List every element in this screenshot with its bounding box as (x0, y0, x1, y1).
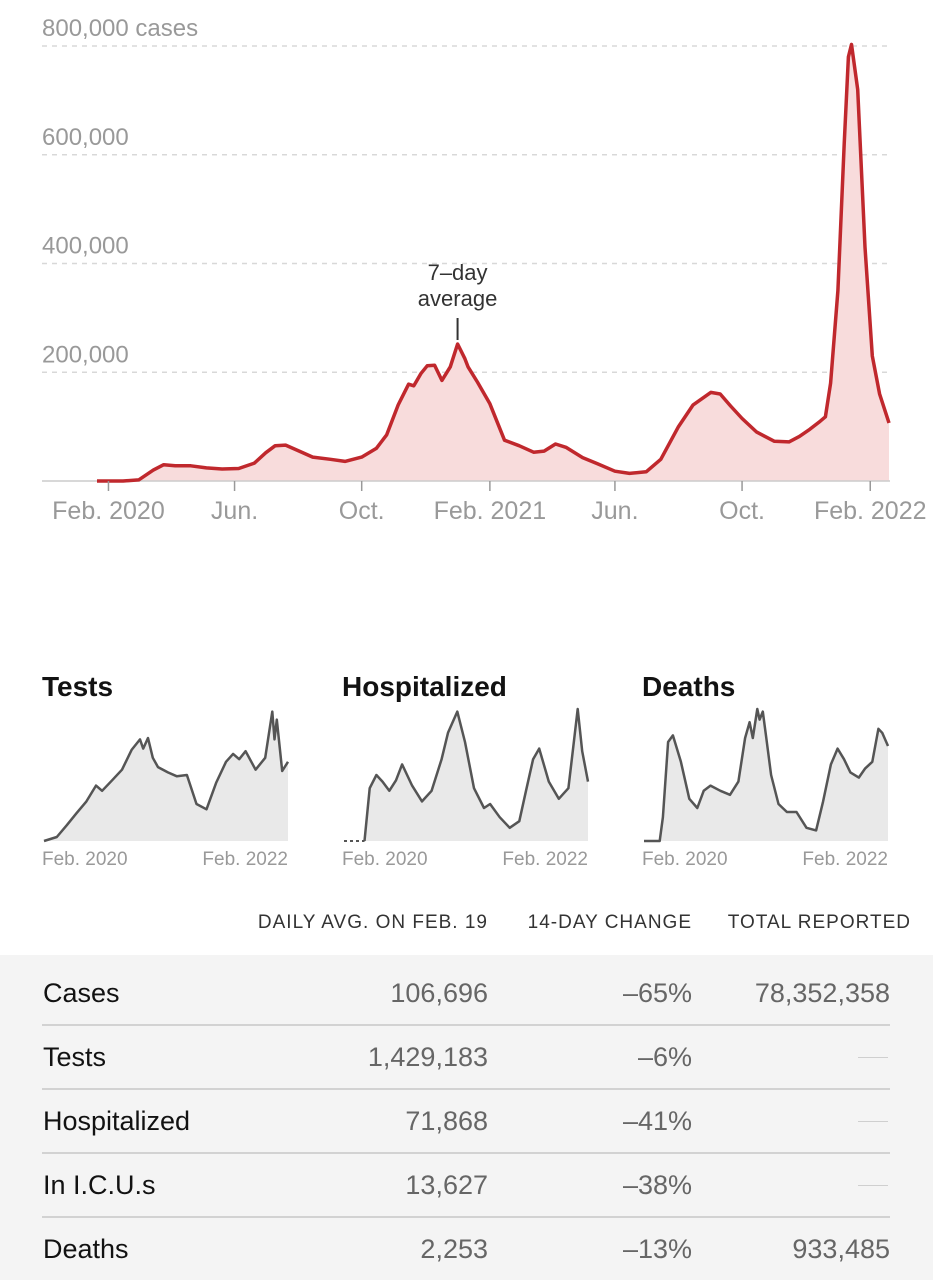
change-value: –38% (622, 1170, 692, 1200)
x-tick-label: Feb. 2020 (642, 849, 728, 870)
table-row-icu: In I.C.U.s 13,627 –38% (42, 1152, 890, 1218)
tests-title: Tests (42, 671, 114, 702)
stats-table: Cases 106,696 –65% 78,352,358 Tests 1,42… (0, 955, 933, 1280)
sparkline-line (363, 707, 590, 842)
x-tick-label: Feb. 2022 (802, 849, 888, 870)
deaths-title: Deaths (642, 671, 736, 702)
total-value: 78,352,358 (754, 978, 890, 1008)
empty-total-dash (858, 1185, 888, 1186)
change-value: –65% (622, 978, 692, 1008)
table-row-hospitalized: Hospitalized 71,868 –41% (42, 1088, 890, 1154)
cases-chart: 800,000 cases 600,000 400,000 200,000 Feb. 2… (42, 15, 927, 525)
deaths-sparkline: Feb. 2020 Feb. 2022 (642, 707, 890, 870)
x-tick-label: Feb. 2020 (342, 849, 428, 870)
row-label: Deaths (43, 1234, 129, 1264)
x-tick-label: Feb. 2022 (814, 497, 927, 525)
x-tick-label: Jun. (591, 497, 638, 525)
column-header-total-reported: TOTAL REPORTED (727, 912, 911, 933)
sparkline-area (644, 709, 888, 841)
daily-avg-value: 13,627 (405, 1170, 488, 1200)
x-tick-label: Oct. (719, 497, 765, 525)
x-tick-label: Feb. 2020 (42, 849, 128, 870)
deaths-mini-chart: Feb. 2020 Feb. 2022 Deaths (642, 665, 902, 875)
daily-avg-value: 71,868 (405, 1106, 488, 1136)
sparkline-area (364, 709, 588, 841)
sparkline-line (43, 710, 290, 843)
hospitalized-mini-chart: Feb. 2020 Feb. 2022 Hospitalized (342, 665, 602, 875)
daily-avg-value: 1,429,183 (367, 1042, 488, 1072)
y-tick-label: 800,000 cases (42, 15, 198, 42)
total-value: 933,485 (792, 1234, 890, 1264)
row-label: Tests (43, 1042, 107, 1072)
hospitalized-title: Hospitalized (342, 671, 507, 702)
row-label: Hospitalized (43, 1106, 191, 1136)
x-tick-label: Feb. 2022 (502, 849, 588, 870)
sparkline-line (644, 707, 890, 843)
column-header-daily-avg: DAILY AVG. ON FEB. 19 (257, 912, 488, 933)
annotation-text: 7–day (428, 260, 488, 285)
x-tick-label: Feb. 2021 (434, 497, 547, 525)
sparkline-area (44, 711, 288, 841)
empty-total-dash (858, 1057, 888, 1058)
x-tick-label: Feb. 2022 (202, 849, 288, 870)
tests-sparkline: Feb. 2020 Feb. 2022 (42, 710, 290, 870)
row-label: Cases (43, 978, 120, 1008)
change-value: –41% (622, 1106, 692, 1136)
daily-avg-value: 106,696 (390, 978, 488, 1008)
change-value: –13% (622, 1234, 692, 1264)
y-tick-label: 200,000 (42, 341, 129, 368)
table-row-cases: Cases 106,696 –65% 78,352,358 (42, 960, 890, 1026)
change-value: –6% (637, 1042, 692, 1072)
x-tick-label: Feb. 2020 (52, 497, 165, 525)
column-header-14-day-change: 14-DAY CHANGE (527, 912, 692, 933)
hospitalized-sparkline: Feb. 2020 Feb. 2022 (342, 707, 590, 870)
annotation-text: average (418, 286, 498, 311)
tests-mini-chart: Feb. 2020 Feb. 2022 Tests (42, 665, 302, 875)
table-row-deaths: Deaths 2,253 –13% 933,485 (42, 1216, 890, 1280)
daily-avg-value: 2,253 (420, 1234, 488, 1264)
cases-area (97, 44, 889, 482)
table-row-tests: Tests 1,429,183 –6% (42, 1024, 890, 1090)
x-tick-label: Oct. (339, 497, 385, 525)
row-label: In I.C.U.s (43, 1170, 156, 1200)
y-tick-label: 400,000 (42, 233, 129, 260)
cases-line (97, 42, 891, 483)
y-tick-label: 600,000 (42, 124, 129, 151)
x-tick-label: Jun. (211, 497, 258, 525)
empty-total-dash (858, 1121, 888, 1122)
